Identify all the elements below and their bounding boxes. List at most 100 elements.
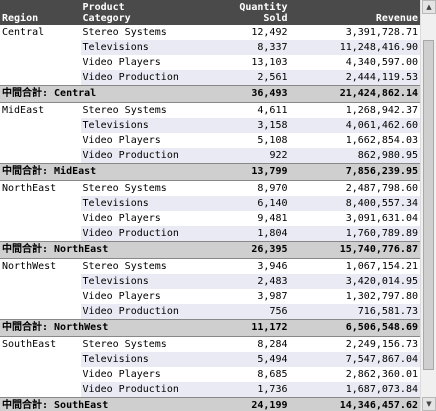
region-cell (0, 352, 81, 367)
category-cell: Video Players (82, 57, 161, 68)
scrollbar-thumb[interactable] (423, 40, 434, 370)
revenue-cell: 862,980.95 (289, 148, 420, 164)
revenue-cell: 1,302,797.80 (345, 291, 418, 302)
up-arrow-icon[interactable]: ▲ (422, 0, 436, 14)
table-row: NorthEast Stereo Systems 8,970 2,487,798.60 (0, 181, 420, 197)
category-cell: Televisions (80, 118, 203, 133)
table-row: Video Production 2,561 2,444,119.53 (0, 70, 420, 86)
table-row: Televisions 6,140 8,400,557.34 (0, 196, 420, 211)
region-cell (0, 226, 81, 242)
table-row: NorthWest Stereo Systems 3,946 1,067,154.21 (0, 259, 420, 275)
category-cell: Stereo Systems (82, 183, 167, 194)
subtotal-label: 中間合計: NorthEast (0, 241, 203, 259)
revenue-cell: 7,547,867.04 (289, 352, 420, 367)
revenue-cell: 2,487,798.60 (345, 183, 418, 194)
subtotal-quantity: 13,799 (202, 163, 290, 181)
table-row: Video Players 9,481 3,091,631.04 (0, 211, 420, 226)
region-cell (0, 40, 81, 55)
category-cell: Stereo Systems (82, 261, 167, 272)
table-row: Televisions 5,494 7,547,867.04 (0, 352, 420, 367)
region-cell (0, 55, 81, 70)
down-arrow-icon[interactable]: ▼ (422, 397, 436, 411)
quantity-cell: 756 (202, 304, 290, 320)
table-row: Video Production 1,736 1,687,073.84 (0, 382, 420, 398)
subtotal-revenue: 15,740,776.87 (289, 241, 420, 259)
revenue-cell: 1,067,154.21 (345, 261, 418, 272)
table-row: Video Production 756 716,581.73 (0, 304, 420, 320)
region-cell (0, 304, 81, 320)
header-row: Region Product Category Quantity Sold Reve… (0, 0, 420, 25)
category-cell: Video Production (80, 382, 203, 398)
quantity-cell: 8,284 (257, 339, 288, 350)
subtotal-row: 中間合計: SouthEast 24,199 14,346,457.62 (0, 397, 420, 411)
subtotal-revenue: 14,346,457.62 (289, 397, 420, 411)
revenue-cell: 1,662,854.03 (345, 135, 418, 146)
region-cell: NorthEast (2, 183, 57, 194)
table-row: MidEast Stereo Systems 4,611 1,268,942.37 (0, 103, 420, 119)
subtotal-quantity: 26,395 (202, 241, 290, 259)
column-header-region: Region (0, 0, 81, 25)
revenue-cell: 716,581.73 (289, 304, 420, 320)
category-cell: Video Production (80, 226, 203, 242)
table-row: Video Production 922 862,980.95 (0, 148, 420, 164)
category-cell: Video Production (80, 304, 203, 320)
quantity-cell: 13,103 (251, 57, 288, 68)
subtotal-revenue: 7,856,239.95 (289, 163, 420, 181)
vertical-scrollbar[interactable]: ▲ ▼ (420, 0, 436, 411)
region-cell (0, 133, 81, 148)
table-row: Televisions 8,337 11,248,416.90 (0, 40, 420, 55)
category-cell: Video Players (82, 213, 161, 224)
region-cell: Central (2, 27, 45, 38)
table-row: SouthEast Stereo Systems 8,284 2,249,156.73 (0, 337, 420, 353)
revenue-cell: 11,248,416.90 (289, 40, 420, 55)
revenue-cell: 3,420,014.95 (289, 274, 420, 289)
table-row: Video Players 3,987 1,302,797.80 (0, 289, 420, 304)
quantity-cell: 2,561 (202, 70, 290, 86)
subtotal-row: 中間合計: NorthWest 11,172 6,506,548.69 (0, 319, 420, 337)
category-cell: Video Production (80, 70, 203, 86)
subtotal-label: 中間合計: SouthEast (0, 397, 203, 411)
quantity-cell: 12,492 (251, 27, 288, 38)
category-cell: Stereo Systems (82, 339, 167, 350)
category-cell: Televisions (80, 40, 203, 55)
revenue-cell: 4,061,462.60 (289, 118, 420, 133)
region-cell: MidEast (2, 105, 45, 116)
revenue-cell: 2,249,156.73 (345, 339, 418, 350)
subtotal-row: 中間合計: MidEast 13,799 7,856,239.95 (0, 163, 420, 181)
column-header-revenue: Revenue (289, 0, 420, 25)
revenue-cell: 4,340,597.00 (345, 57, 418, 68)
category-cell: Video Players (82, 135, 161, 146)
quantity-cell: 3,946 (257, 261, 288, 272)
region-cell (0, 148, 81, 164)
category-cell: Televisions (80, 352, 203, 367)
subtotal-quantity: 24,199 (202, 397, 290, 411)
subtotal-label: 中間合計: MidEast (0, 163, 203, 181)
region-cell (0, 118, 81, 133)
quantity-cell: 3,987 (257, 291, 288, 302)
region-cell: NorthWest (2, 261, 57, 272)
table-row: Televisions 3,158 4,061,462.60 (0, 118, 420, 133)
quantity-cell: 1,736 (202, 382, 290, 398)
quantity-cell: 9,481 (257, 213, 288, 224)
quantity-cell: 6,140 (202, 196, 290, 211)
category-cell: Video Players (82, 369, 161, 380)
subtotal-quantity: 36,493 (202, 85, 290, 103)
revenue-cell: 1,268,942.37 (345, 105, 418, 116)
category-cell: Televisions (80, 274, 203, 289)
report-table-container: Region Product Category Quantity Sold Reve… (0, 0, 420, 411)
subtotal-revenue: 6,506,548.69 (289, 319, 420, 337)
region-cell (0, 196, 81, 211)
subtotal-quantity: 11,172 (202, 319, 290, 337)
revenue-cell: 1,760,789.89 (289, 226, 420, 242)
category-cell: Stereo Systems (82, 27, 167, 38)
column-header-quantity: Quantity Sold (202, 0, 290, 25)
table-row: Video Players 5,108 1,662,854.03 (0, 133, 420, 148)
revenue-cell: 2,444,119.53 (289, 70, 420, 86)
category-cell: Stereo Systems (82, 105, 167, 116)
quantity-cell: 8,337 (202, 40, 290, 55)
revenue-cell: 8,400,557.34 (289, 196, 420, 211)
quantity-cell: 4,611 (257, 105, 288, 116)
report-body: Central Stereo Systems 12,492 3,391,728.71 T… (0, 25, 420, 411)
region-cell (0, 367, 81, 382)
subtotal-revenue: 21,424,862.14 (289, 85, 420, 103)
